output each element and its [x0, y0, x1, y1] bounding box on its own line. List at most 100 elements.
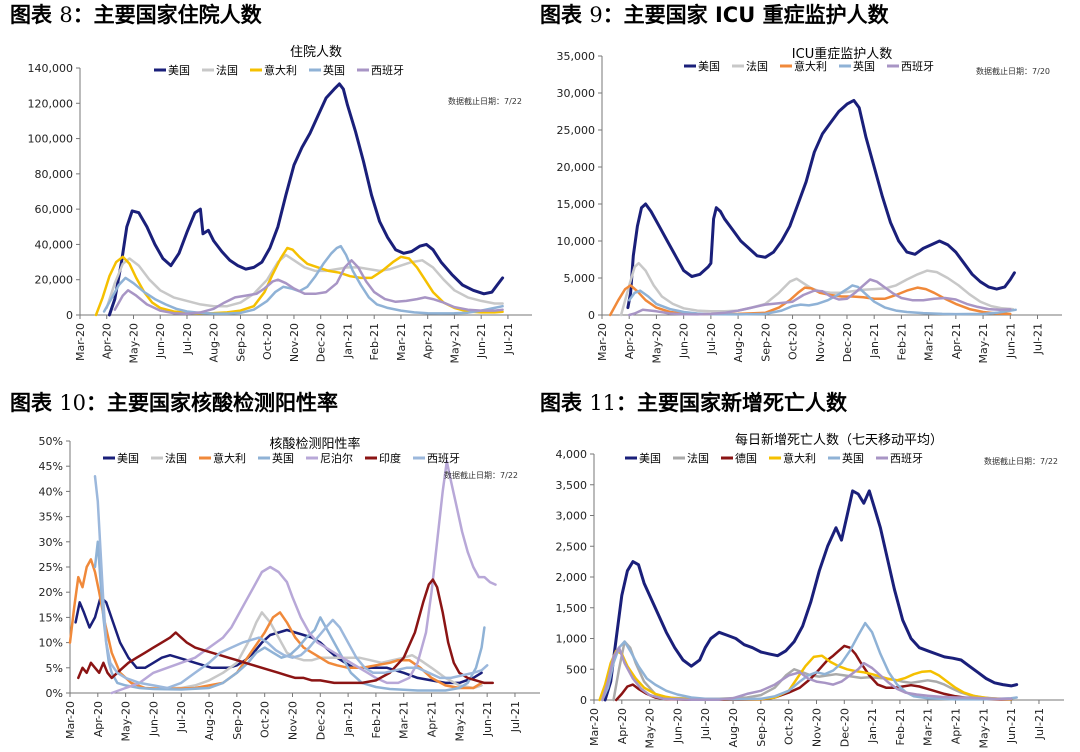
- x-tick-label: Feb-21: [895, 323, 908, 360]
- legend-label: 尼泊尔: [320, 452, 353, 465]
- y-tick-label: 25,000: [557, 124, 596, 137]
- x-tick-label: Sep-20: [234, 323, 247, 362]
- y-tick-label: 120,000: [28, 97, 74, 110]
- series-line-英国: [93, 540, 486, 692]
- x-tick-label: Sep-20: [231, 701, 244, 740]
- series-line-意大利: [608, 284, 1012, 317]
- panel-icu: 图表 9：主要国家 ICU 重症监护人数 0 5,000 10,000 15,000 2…: [540, 0, 1072, 376]
- x-tick-label: Jun-20: [154, 323, 167, 359]
- x-tick-label: Apr-20: [92, 701, 105, 737]
- y-tick-label: 4,000: [556, 448, 588, 461]
- x-tick-label: Apr-21: [426, 701, 439, 737]
- series-line-意大利: [598, 649, 1013, 702]
- series-line-美国: [603, 489, 1019, 702]
- chart-positivity-rate: 0% 5% 10% 15% 20% 25% 30% 35% 40% 45% 50% Mar-20 Apr…: [39, 435, 540, 742]
- x-tick-label: May-20: [650, 323, 663, 364]
- x-tick-label: Jun-20: [671, 708, 684, 744]
- series-line-西班牙: [113, 259, 504, 316]
- y-tick-label: 10%: [39, 637, 63, 650]
- legend-label: 英国: [853, 59, 875, 73]
- legend-label: 法国: [687, 451, 709, 465]
- x-tick-label: Jul-20: [699, 708, 712, 740]
- legend-label: 印度: [379, 451, 401, 465]
- x-tick-label: Feb-21: [368, 323, 381, 360]
- x-tick-label: Aug-20: [732, 323, 745, 362]
- legend-label: 西班牙: [890, 452, 923, 465]
- x-tick-label: May-21: [453, 701, 466, 742]
- series-line-西班牙: [627, 278, 1012, 317]
- chart-title: 核酸检测阳性率: [269, 436, 360, 452]
- legend-label: 英国: [272, 451, 294, 465]
- x-tick-label: Jul-20: [181, 323, 194, 355]
- x-tick-label: May-21: [977, 708, 990, 749]
- y-tick-label: 140,000: [28, 62, 74, 75]
- legend-label: 西班牙: [901, 60, 934, 73]
- panel-title: 图表 8：主要国家住院人数: [10, 3, 262, 27]
- x-tick-label: Mar-21: [395, 323, 408, 361]
- legend-label: 美国: [168, 64, 190, 77]
- y-tick-label: 1,500: [556, 602, 588, 615]
- x-tick-label: May-20: [120, 701, 133, 742]
- x-tick-label: Feb-21: [894, 708, 907, 745]
- x-tick-label: Dec-20: [838, 708, 851, 747]
- chart-hospitalization: 0 20,000 40,000 60,000 80,000 100,000 120,000 1…: [28, 45, 532, 364]
- x-tick-label: Jun-21: [1005, 708, 1018, 744]
- panel-title: 图表 10：主要国家核酸检测阳性率: [10, 391, 339, 415]
- x-tick-label: Jun-21: [475, 323, 488, 359]
- chart-title: ICU重症监护人数: [792, 46, 892, 62]
- legend-label: 意大利: [213, 451, 246, 465]
- x-tick-label: Jan-21: [868, 323, 881, 359]
- x-tick-label: Jun-21: [481, 701, 494, 737]
- x-tick-label: Dec-20: [315, 323, 328, 362]
- series-line-美国: [107, 82, 505, 317]
- y-tick-label: 30%: [39, 536, 63, 549]
- x-tick-label: Mar-21: [923, 323, 936, 361]
- x-tick-label: Mar-20: [588, 708, 601, 746]
- x-tick-label: Apr-20: [623, 323, 636, 359]
- series-line-意大利: [68, 558, 483, 691]
- x-tick-label: Apr-20: [101, 323, 114, 359]
- legend-label: 意大利: [783, 451, 816, 465]
- legend-label: 西班牙: [371, 64, 404, 77]
- x-tick-label: Feb-21: [370, 701, 383, 738]
- y-tick-label: 30,000: [557, 87, 596, 100]
- y-tick-label: 5,000: [564, 272, 596, 285]
- x-tick-label: May-21: [977, 323, 990, 364]
- y-tick-label: 50%: [39, 435, 63, 448]
- x-tick-label: Dec-20: [314, 701, 327, 740]
- series-line-美国: [626, 98, 1016, 310]
- x-tick-label: Jul-20: [705, 323, 718, 355]
- x-tick-label: Apr-21: [422, 323, 435, 359]
- legend-label: 英国: [842, 451, 864, 465]
- y-tick-label: 3,500: [556, 479, 588, 492]
- panel-hospitalization: 图表 8：主要国家住院人数 0 20,000 40,000 60,000 80,000 1…: [10, 0, 540, 376]
- x-tick-label: Mar-20: [596, 323, 609, 361]
- x-tick-label: Apr-21: [950, 708, 963, 744]
- x-tick-label: Oct-20: [783, 708, 796, 745]
- x-tick-label: May-21: [448, 323, 461, 364]
- legend-label: 法国: [746, 59, 768, 73]
- x-tick-label: Aug-20: [203, 701, 216, 740]
- series-line-法国: [619, 261, 1015, 317]
- y-tick-label: 15,000: [557, 198, 596, 211]
- x-tick-label: Jan-21: [866, 708, 879, 744]
- x-tick-label: Oct-20: [259, 701, 272, 738]
- y-tick-label: 40,000: [35, 238, 74, 251]
- legend-label: 西班牙: [427, 452, 460, 465]
- x-tick-label: Jul-20: [175, 701, 188, 733]
- y-tick-label: 15%: [39, 611, 63, 624]
- x-tick-label: Jul-21: [1032, 323, 1045, 355]
- series-line-英国: [627, 284, 1017, 316]
- series-line-西班牙: [601, 646, 1013, 702]
- data-date-note: 数据截止日期：7/20: [976, 66, 1050, 76]
- series-line-英国: [102, 244, 504, 315]
- x-tick-label: Oct-20: [787, 323, 800, 360]
- y-tick-label: 2,500: [556, 540, 588, 553]
- x-tick-label: Mar-20: [64, 701, 77, 739]
- y-tick-label: 5%: [46, 662, 63, 675]
- legend-label: 美国: [639, 452, 661, 465]
- x-tick-label: Nov-20: [814, 323, 827, 362]
- x-tick-label: Jun-21: [1004, 323, 1017, 359]
- y-tick-label: 0: [588, 309, 595, 322]
- data-date-note: 数据截止日期：7/22: [448, 96, 522, 106]
